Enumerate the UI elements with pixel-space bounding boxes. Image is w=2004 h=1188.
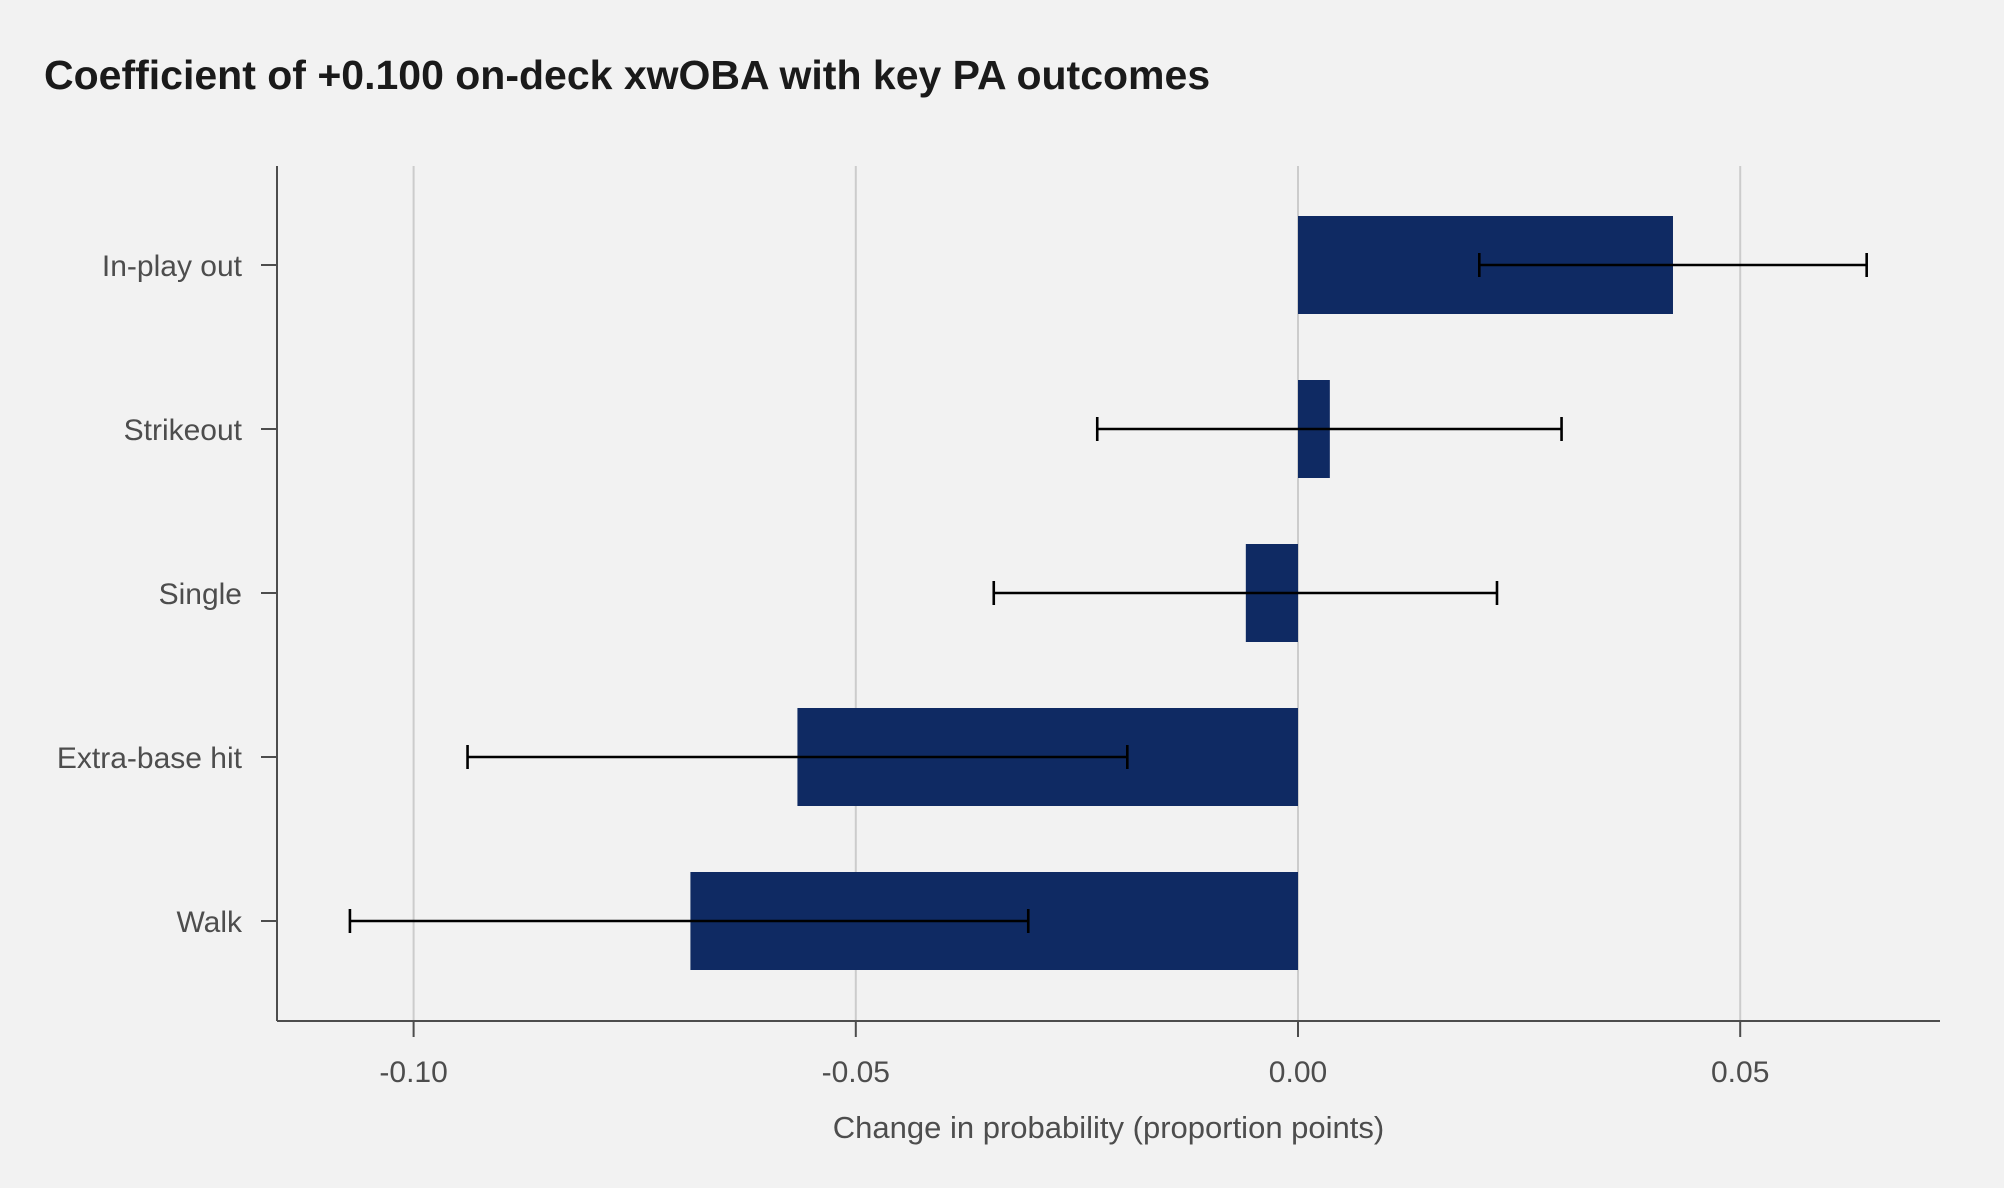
y-tick-label: Walk xyxy=(176,906,243,939)
x-tick-label: -0.10 xyxy=(379,1056,447,1089)
error-bars xyxy=(348,253,1868,933)
y-tick-label: Single xyxy=(159,578,242,611)
x-tick-label: 0.00 xyxy=(1269,1056,1327,1089)
chart-title: Coefficient of +0.100 on-deck xwOBA with… xyxy=(44,52,1211,98)
x-tick-label: 0.05 xyxy=(1711,1056,1769,1089)
y-tick-label: In-play out xyxy=(102,250,243,283)
y-tick-label: Extra-base hit xyxy=(57,742,243,775)
y-tick-label: Strikeout xyxy=(124,414,243,447)
x-tick-label: -0.05 xyxy=(822,1056,890,1089)
x-axis-label: Change in probability (proportion points… xyxy=(833,1110,1384,1145)
axes: In-play out Strikeout Single Extra-base hit… xyxy=(57,166,1940,1089)
